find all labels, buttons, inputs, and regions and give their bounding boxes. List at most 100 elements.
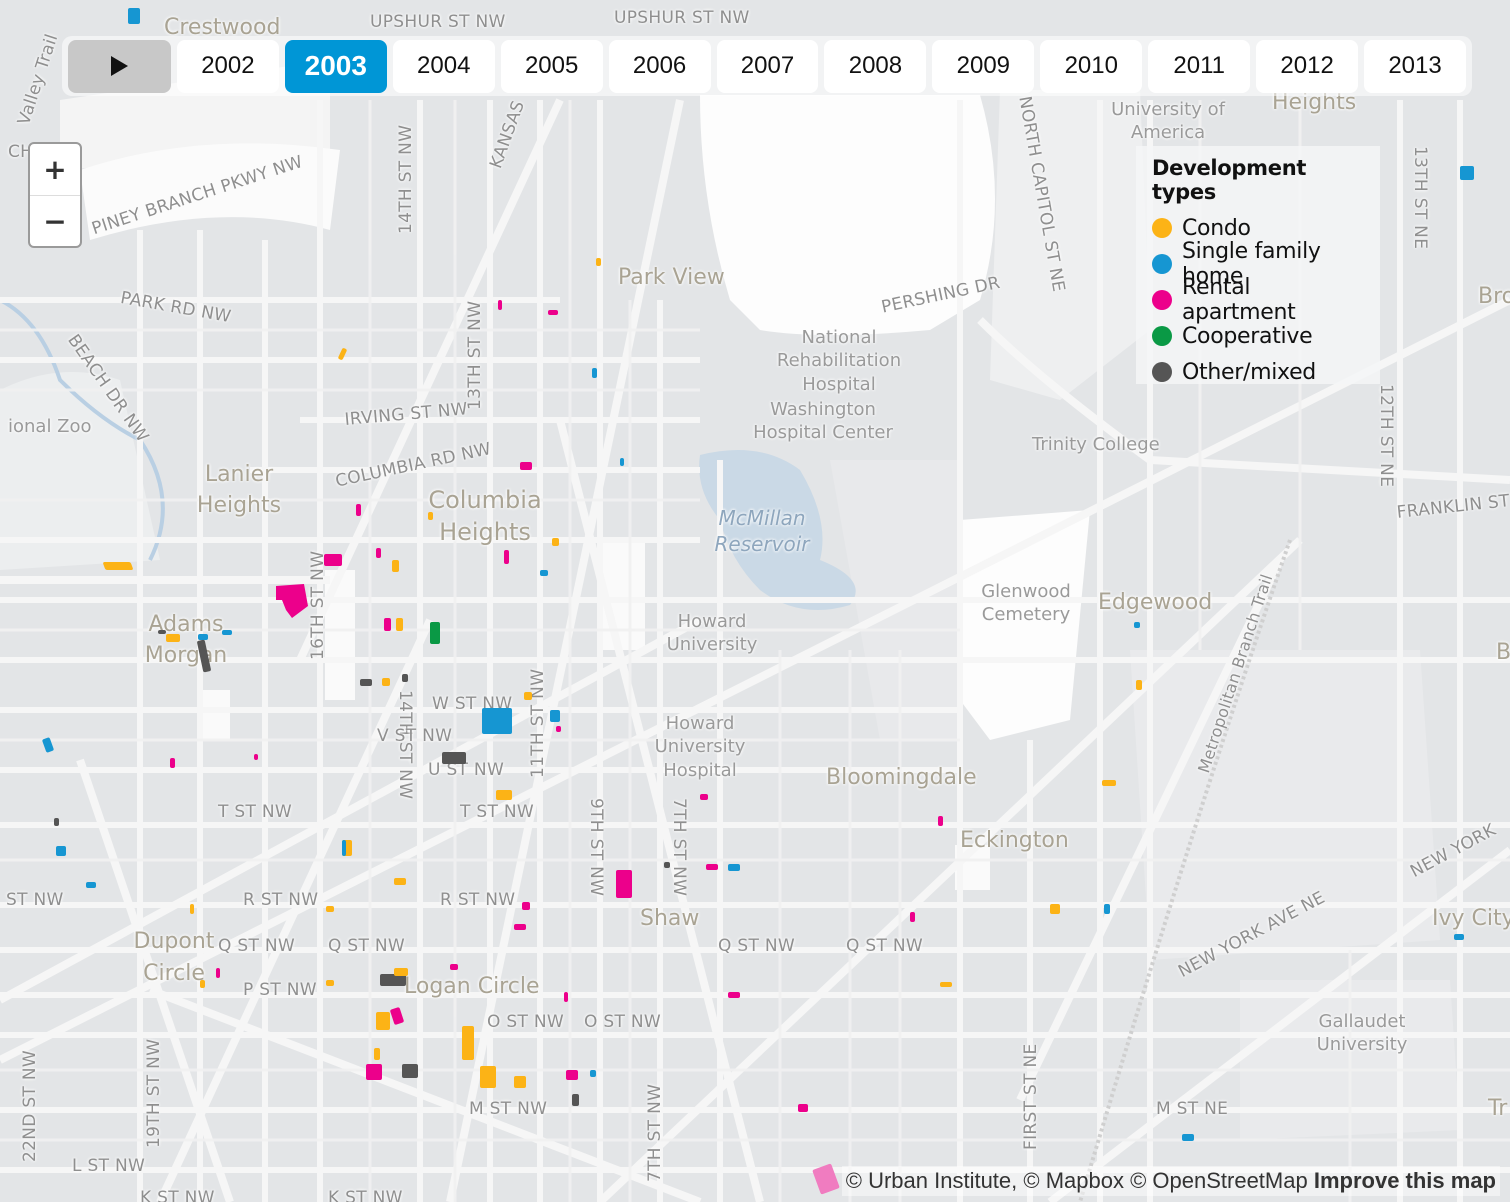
parcel-single-family[interactable]	[1104, 904, 1110, 914]
parcel-single-family[interactable]	[550, 710, 560, 722]
parcel-rental[interactable]	[706, 864, 718, 870]
parcel-condo[interactable]	[552, 538, 559, 546]
parcel-condo[interactable]	[514, 1076, 526, 1088]
parcel-rental[interactable]	[170, 758, 175, 768]
parcel-single-family[interactable]	[1182, 1134, 1194, 1141]
parcel-single-family-large[interactable]	[482, 708, 512, 734]
year-button-2011[interactable]: 2011	[1148, 39, 1251, 93]
year-button-2012[interactable]: 2012	[1256, 39, 1359, 93]
parcel-rental[interactable]	[324, 554, 342, 566]
year-button-2007[interactable]: 2007	[716, 39, 819, 93]
play-button[interactable]	[68, 39, 171, 93]
parcel-rental-large[interactable]	[276, 584, 312, 622]
label-19th-st: 19TH ST NW	[144, 1038, 164, 1148]
parcel-condo[interactable]	[524, 692, 532, 700]
parcel-single-family[interactable]	[540, 570, 548, 576]
zoom-out-button[interactable]: −	[30, 195, 80, 246]
parcel-rental[interactable]	[450, 964, 458, 970]
parcel-rental[interactable]	[520, 462, 532, 470]
parcel-single-family[interactable]	[1134, 622, 1140, 628]
year-button-2003[interactable]: 2003	[284, 39, 387, 93]
parcel-condo[interactable]	[394, 968, 408, 976]
parcel-condo[interactable]	[480, 1066, 496, 1088]
parcel-condo[interactable]	[940, 982, 952, 987]
year-button-2009[interactable]: 2009	[932, 39, 1035, 93]
parcel-condo[interactable]	[342, 840, 352, 856]
parcel-single-family[interactable]	[222, 630, 232, 635]
parcel-condo[interactable]	[376, 1012, 390, 1030]
parcel-rental[interactable]	[566, 1070, 578, 1080]
parcel-condo[interactable]	[496, 790, 512, 800]
parcel-condo[interactable]	[102, 562, 134, 570]
parcel-other[interactable]	[380, 974, 406, 986]
parcel-condo[interactable]	[326, 906, 334, 912]
parcel-single-family[interactable]	[86, 882, 96, 888]
parcel-rental[interactable]	[700, 794, 708, 800]
parcel-rental[interactable]	[498, 300, 502, 310]
parcel-rental[interactable]	[216, 968, 220, 978]
improve-map-link[interactable]: Improve this map	[1313, 1168, 1496, 1193]
parcel-rental[interactable]	[376, 548, 381, 558]
parcel-condo[interactable]	[326, 980, 334, 986]
parcel-rental[interactable]	[366, 1064, 382, 1080]
parcel-rental[interactable]	[728, 992, 740, 998]
parcel-single-family[interactable]	[1454, 934, 1464, 940]
year-button-2006[interactable]: 2006	[608, 39, 711, 93]
parcel-single-family[interactable]	[728, 864, 740, 871]
parcel-rental[interactable]	[910, 912, 915, 922]
zoom-in-button[interactable]: +	[43, 153, 67, 186]
parcel-other[interactable]	[664, 862, 670, 868]
parcel-rental[interactable]	[616, 870, 632, 898]
parcel-condo[interactable]	[200, 980, 205, 988]
parcel-single-family[interactable]	[1460, 166, 1474, 180]
parcel-condo[interactable]	[382, 678, 390, 686]
parcel-rental[interactable]	[504, 550, 509, 564]
parcel-rental[interactable]	[254, 754, 258, 760]
parcel-rental[interactable]	[514, 924, 526, 930]
parcel-condo[interactable]	[1102, 780, 1116, 786]
year-button-2013[interactable]: 2013	[1364, 39, 1466, 93]
year-button-2005[interactable]: 2005	[500, 39, 603, 93]
legend-label: Condo	[1182, 215, 1251, 241]
parcel-single-family[interactable]	[128, 8, 140, 24]
parcel-single-family[interactable]	[56, 846, 66, 856]
parcel-other[interactable]	[158, 630, 166, 634]
parcel-single-family[interactable]	[620, 458, 624, 466]
parcel-single-family[interactable]	[590, 1070, 596, 1077]
parcel-other[interactable]	[360, 679, 372, 686]
parcel-other[interactable]	[442, 752, 466, 764]
parcel-condo[interactable]	[1050, 904, 1060, 914]
parcel-rental[interactable]	[556, 726, 561, 732]
parcel-single-family[interactable]	[592, 368, 597, 378]
parcel-condo[interactable]	[374, 1048, 380, 1060]
parcel-single-family[interactable]	[198, 634, 208, 640]
parcel-condo[interactable]	[392, 560, 399, 572]
parcel-other[interactable]	[402, 674, 408, 682]
parcel-rental[interactable]	[356, 504, 361, 516]
parcel-condo[interactable]	[190, 904, 194, 914]
parcel-condo[interactable]	[396, 618, 403, 631]
parcel-rental[interactable]	[938, 816, 943, 826]
parcel-other[interactable]	[402, 1064, 418, 1078]
parcel-rental[interactable]	[798, 1104, 808, 1112]
parcel-condo[interactable]	[462, 1026, 474, 1060]
year-button-2010[interactable]: 2010	[1040, 39, 1143, 93]
parcel-condo[interactable]	[596, 258, 601, 266]
parcel-condo[interactable]	[428, 512, 433, 520]
parcel-condo[interactable]	[394, 878, 406, 885]
year-button-2008[interactable]: 2008	[824, 39, 927, 93]
parcel-other[interactable]	[54, 818, 59, 826]
parcel-rental[interactable]	[384, 618, 391, 631]
label-7th-st: 7TH ST NW	[669, 798, 689, 897]
year-button-2004[interactable]: 2004	[392, 39, 495, 93]
parcel-condo[interactable]	[166, 634, 180, 642]
parcel-rental[interactable]	[548, 310, 558, 315]
parcel-rental[interactable]	[522, 902, 530, 910]
parcel-other[interactable]	[572, 1094, 579, 1106]
year-button-2002[interactable]: 2002	[176, 39, 279, 93]
parcel-single-family[interactable]	[342, 840, 346, 856]
parcel-cooperative[interactable]	[430, 622, 440, 644]
parcel-condo[interactable]	[1136, 680, 1142, 690]
parcel-rental[interactable]	[564, 992, 568, 1002]
